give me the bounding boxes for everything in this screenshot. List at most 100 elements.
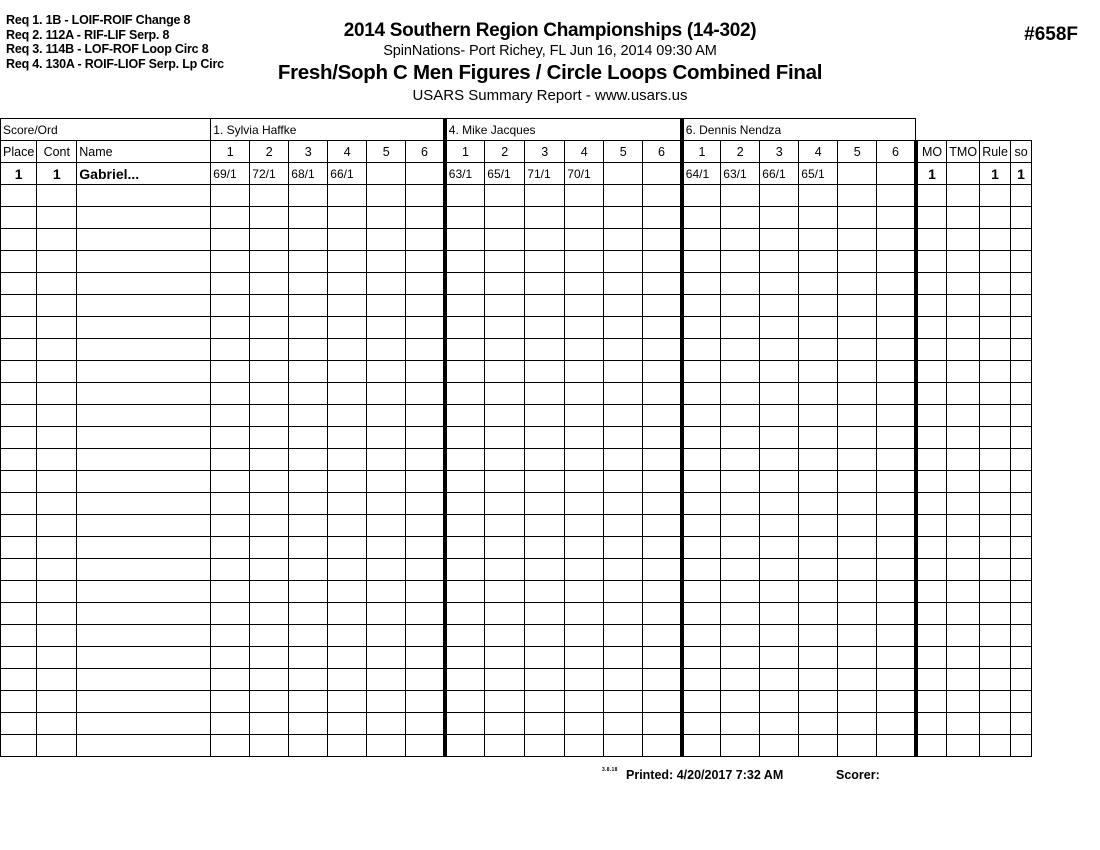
cell-empty[interactable] [642, 316, 683, 339]
cell-empty[interactable] [913, 470, 948, 493]
cell-empty[interactable] [837, 470, 878, 493]
cell-empty[interactable] [564, 624, 605, 647]
cell-empty[interactable] [442, 646, 486, 669]
cell-empty[interactable] [564, 690, 605, 713]
cell-empty[interactable] [484, 272, 526, 295]
cell-empty[interactable] [798, 206, 839, 229]
cell-empty[interactable] [603, 338, 644, 361]
cell-empty[interactable] [720, 448, 761, 471]
cell-empty[interactable] [366, 448, 407, 471]
cell-empty[interactable] [327, 690, 368, 713]
cell-empty[interactable] [210, 646, 251, 669]
cell-empty[interactable] [366, 470, 407, 493]
cell-empty[interactable] [288, 426, 329, 449]
cell-judge1-5[interactable] [366, 162, 407, 185]
cell-empty[interactable] [249, 646, 290, 669]
cell-empty[interactable] [36, 184, 78, 207]
cell-empty[interactable] [442, 602, 486, 625]
cell-empty[interactable] [288, 470, 329, 493]
cell-empty[interactable] [210, 426, 251, 449]
cell-empty[interactable] [798, 338, 839, 361]
cell-empty[interactable] [210, 712, 251, 735]
cell-empty[interactable] [0, 712, 38, 735]
cell-empty[interactable] [405, 536, 446, 559]
cell-empty[interactable] [36, 602, 78, 625]
cell-empty[interactable] [76, 624, 212, 647]
cell-empty[interactable] [484, 734, 526, 757]
cell-empty[interactable] [876, 624, 917, 647]
cell-empty[interactable] [876, 228, 917, 251]
cell-empty[interactable] [603, 734, 644, 757]
cell-empty[interactable] [913, 712, 948, 735]
cell-empty[interactable] [642, 294, 683, 317]
cell-empty[interactable] [366, 690, 407, 713]
cell-empty[interactable] [524, 184, 566, 207]
cell-empty[interactable] [1010, 690, 1033, 713]
cell-empty[interactable] [979, 228, 1012, 251]
cell-empty[interactable] [913, 690, 948, 713]
cell-empty[interactable] [405, 404, 446, 427]
cell-empty[interactable] [720, 316, 761, 339]
cell-empty[interactable] [564, 448, 605, 471]
cell-empty[interactable] [366, 558, 407, 581]
cell-empty[interactable] [1010, 734, 1033, 757]
cell-empty[interactable] [288, 404, 329, 427]
cell-empty[interactable] [1010, 316, 1033, 339]
cell-empty[interactable] [913, 184, 948, 207]
cell-empty[interactable] [288, 382, 329, 405]
cell-empty[interactable] [798, 712, 839, 735]
cell-empty[interactable] [946, 294, 981, 317]
cell-empty[interactable] [876, 514, 917, 537]
cell-empty[interactable] [249, 316, 290, 339]
cell-empty[interactable] [759, 558, 800, 581]
cell-empty[interactable] [1010, 470, 1033, 493]
cell-empty[interactable] [210, 448, 251, 471]
cell-empty[interactable] [524, 668, 566, 691]
cell-empty[interactable] [720, 250, 761, 273]
cell-empty[interactable] [876, 250, 917, 273]
cell-empty[interactable] [484, 536, 526, 559]
cell-empty[interactable] [946, 492, 981, 515]
cell-empty[interactable] [249, 382, 290, 405]
cell-empty[interactable] [946, 338, 981, 361]
cell-empty[interactable] [679, 668, 722, 691]
cell-empty[interactable] [76, 206, 212, 229]
cell-empty[interactable] [837, 404, 878, 427]
table-row[interactable] [0, 580, 1033, 603]
cell-empty[interactable] [679, 536, 722, 559]
cell-empty[interactable] [720, 712, 761, 735]
cell-empty[interactable] [759, 360, 800, 383]
cell-empty[interactable] [679, 228, 722, 251]
table-row[interactable] [0, 250, 1033, 273]
cell-empty[interactable] [720, 558, 761, 581]
cell-empty[interactable] [0, 734, 38, 757]
cell-empty[interactable] [1010, 294, 1033, 317]
cell-empty[interactable] [946, 690, 981, 713]
cell-empty[interactable] [913, 492, 948, 515]
cell-empty[interactable] [679, 492, 722, 515]
cell-empty[interactable] [876, 272, 917, 295]
cell-empty[interactable] [524, 228, 566, 251]
cell-empty[interactable] [798, 514, 839, 537]
cell-empty[interactable] [36, 536, 78, 559]
cell-empty[interactable] [76, 338, 212, 361]
cell-empty[interactable] [837, 734, 878, 757]
cell-empty[interactable] [642, 624, 683, 647]
cell-empty[interactable] [979, 492, 1012, 515]
cell-empty[interactable] [327, 404, 368, 427]
cell-empty[interactable] [405, 250, 446, 273]
cell-empty[interactable] [76, 448, 212, 471]
cell-empty[interactable] [564, 536, 605, 559]
cell-empty[interactable] [442, 426, 486, 449]
cell-empty[interactable] [679, 624, 722, 647]
cell-empty[interactable] [564, 580, 605, 603]
cell-empty[interactable] [798, 184, 839, 207]
cell-empty[interactable] [288, 294, 329, 317]
cell-empty[interactable] [442, 580, 486, 603]
cell-empty[interactable] [798, 426, 839, 449]
cell-empty[interactable] [36, 228, 78, 251]
cell-empty[interactable] [759, 580, 800, 603]
cell-empty[interactable] [564, 404, 605, 427]
cell-empty[interactable] [759, 338, 800, 361]
cell-empty[interactable] [36, 646, 78, 669]
